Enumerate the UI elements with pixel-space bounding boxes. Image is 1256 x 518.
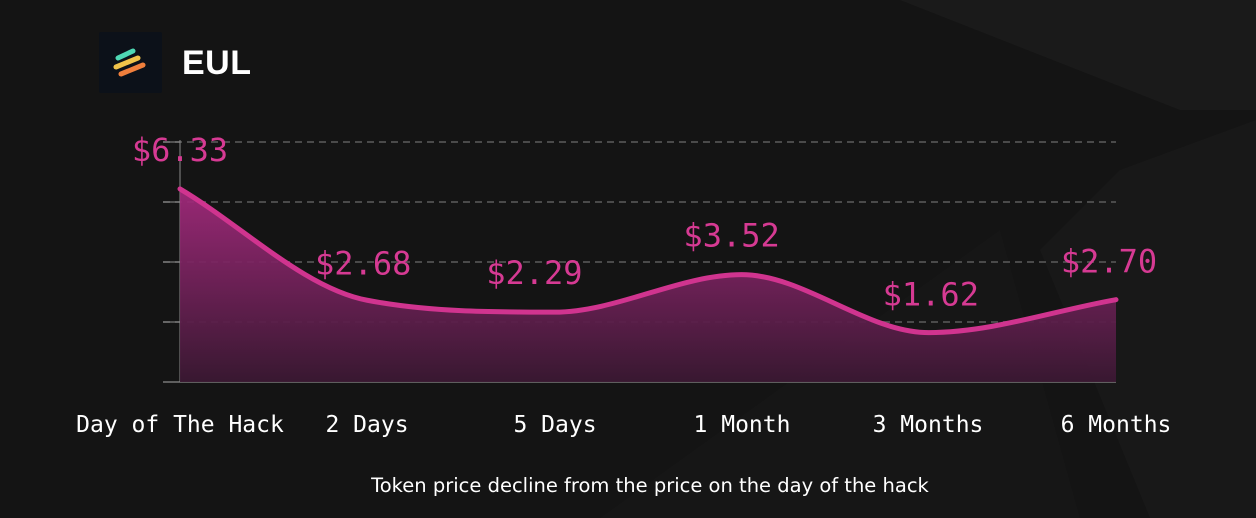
x-tick-label: Day of The Hack [76, 412, 284, 438]
data-label: $2.29 [486, 254, 582, 292]
chart-caption: Token price decline from the price on th… [371, 474, 929, 497]
data-label: $2.70 [1061, 243, 1157, 281]
x-tick-label: 3 Months [873, 412, 984, 438]
x-tick-label: 1 Month [694, 412, 791, 438]
x-tick-label: 6 Months [1061, 412, 1172, 438]
eul-logo-icon [113, 48, 146, 77]
data-label: $2.68 [315, 244, 411, 282]
data-label: $1.62 [883, 276, 979, 314]
x-tick-label: 2 Days [325, 412, 408, 438]
data-labels: $6.33 $2.68 $2.29 $3.52 $1.62 $2.70 [132, 131, 1157, 314]
price-area [180, 188, 1116, 382]
data-label: $3.52 [683, 217, 779, 255]
price-line [177, 186, 1119, 336]
x-tick-label: 5 Days [513, 412, 596, 438]
x-tick-labels: Day of The Hack 2 Days 5 Days 1 Month 3 Mont… [76, 412, 1171, 438]
token-title: EUL [182, 44, 252, 82]
data-label: $6.33 [132, 131, 228, 169]
price-chart: $6.33 $2.68 $2.29 $3.52 $1.62 $2.70 Day of Th… [76, 131, 1171, 438]
token-logo [99, 32, 162, 93]
